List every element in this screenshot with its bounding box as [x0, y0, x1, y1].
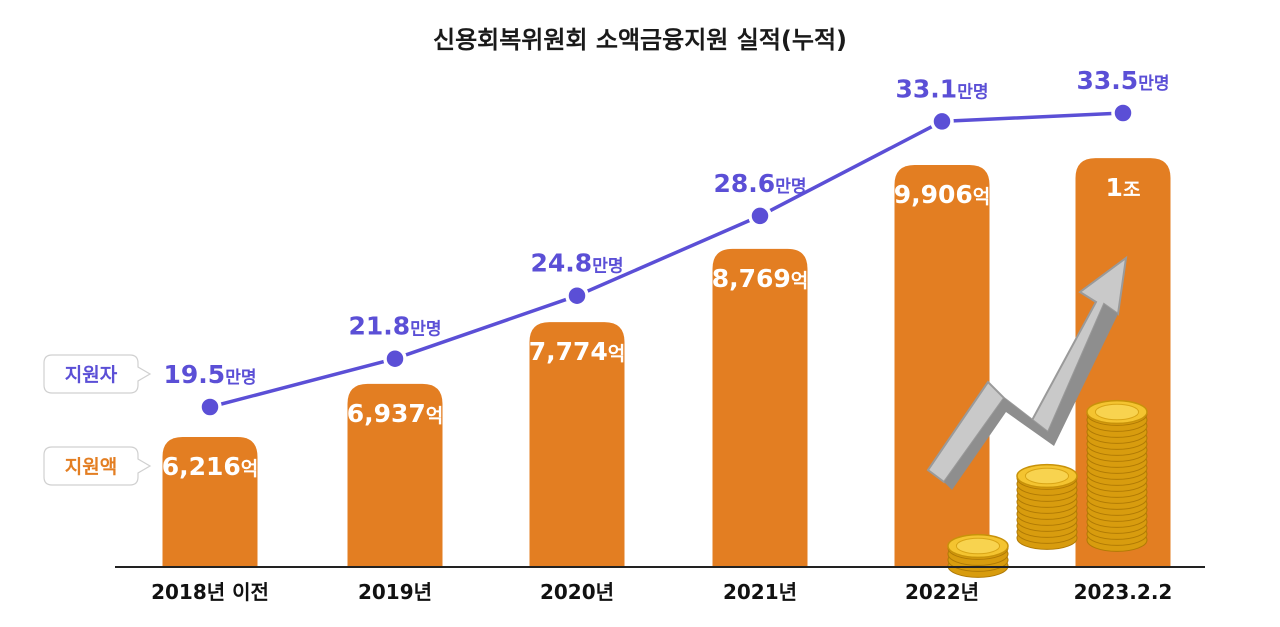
point-0: [198, 395, 222, 419]
bar-3: [712, 248, 808, 567]
x-tick-5: 2023.2.2: [1074, 580, 1173, 604]
legend-item-0: 지원자: [43, 354, 152, 394]
bar-2: [529, 322, 625, 567]
point-label-1: 21.8만명: [349, 312, 442, 341]
x-tick-0: 2018년 이전: [151, 580, 269, 604]
people-line: [209, 111, 1124, 409]
bar-4: [894, 165, 990, 567]
legend-label-1: 지원액: [65, 456, 117, 478]
point-label-0: 19.5만명: [164, 360, 257, 389]
bar-0: [162, 437, 258, 567]
bar-1: [347, 383, 443, 567]
point-label-4: 33.1만명: [896, 74, 989, 103]
bar-series-amount: 6,216억 6,937억 7,774억 8,769억 9,906억 1조: [162, 158, 1171, 567]
line-series-people: 19.5만명 21.8만명 24.8만명 28.6만명 33.1만명 33.5만명: [164, 66, 1170, 419]
chart-title: 신용회복위원회 소액금융지원 실적(누적): [433, 26, 847, 54]
x-tick-1: 2019년: [358, 580, 432, 604]
bar-label-4: 9,906억: [894, 180, 991, 209]
x-tick-4: 2022년: [905, 580, 979, 604]
point-2: [565, 283, 589, 308]
x-tick-2: 2020년: [540, 580, 614, 604]
point-1: [383, 346, 407, 371]
bar-label-2: 7,774억: [529, 337, 626, 366]
point-5: [1111, 101, 1135, 125]
bar-label-3: 8,769억: [712, 264, 809, 293]
point-label-5: 33.5만명: [1077, 66, 1170, 95]
bar-label-5: 1조: [1106, 173, 1141, 202]
legend-item-1: 지원액: [43, 446, 152, 486]
point-label-2: 24.8만명: [531, 249, 624, 278]
x-tick-labels: 2018년 이전 2019년 2020년 2021년 2022년 2023.2.2: [151, 580, 1172, 604]
legend-label-0: 지원자: [65, 364, 118, 386]
coin-stack-icon: [926, 255, 1148, 578]
point-label-3: 28.6만명: [714, 169, 807, 198]
rising-arrow-icon: [926, 255, 1128, 490]
x-tick-3: 2021년: [723, 580, 797, 604]
point-3: [748, 204, 772, 228]
bar-label-0: 6,216억: [162, 452, 259, 481]
bar-label-1: 6,937억: [347, 399, 444, 428]
point-4: [930, 109, 954, 134]
